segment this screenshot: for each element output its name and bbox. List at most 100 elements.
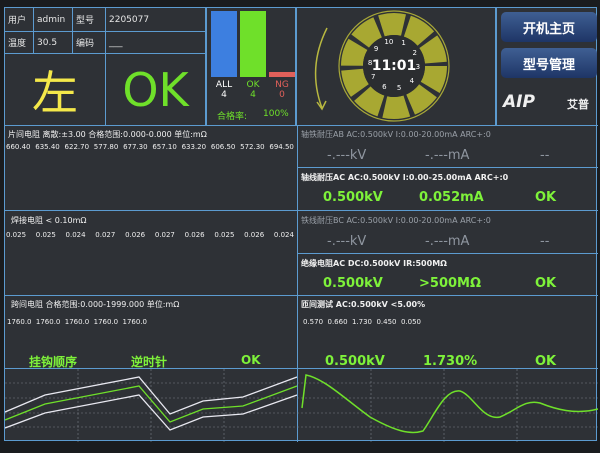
bemf-waveform [5, 385, 298, 423]
turn-test-waveform [301, 374, 598, 434]
hook-order-result: OK [241, 353, 261, 367]
insulation-kv: 0.500kV [323, 276, 383, 291]
hipot-ac-result: OK [535, 190, 557, 205]
value: 0.024 [65, 231, 86, 239]
value: 1760.0 [93, 318, 119, 326]
hipot-ab-kv: -.---kV [327, 148, 367, 163]
model-management-button[interactable]: 型号管理 [501, 48, 597, 78]
dial-number: 10 [384, 37, 394, 46]
counterclockwise-arrow-icon [314, 27, 328, 109]
ng-bar [269, 72, 295, 77]
value: 577.80 [93, 143, 119, 151]
hipot-ac-ma: 0.052mA [419, 190, 484, 205]
value: 606.50 [210, 143, 236, 151]
dial-number: 5 [396, 84, 402, 93]
span-resistance-header: 跨间电阻 合格范围:0.000-1999.000 单位:mΩ [11, 300, 180, 309]
value: 694.50 [269, 143, 294, 151]
turn-test-percent: 1.730% [423, 354, 478, 369]
hipot-ab-ma: -.---mA [425, 148, 470, 163]
code-value: ___ [109, 37, 123, 48]
value: 633.20 [181, 143, 207, 151]
hipot-ac-header: 轴线耐压AC AC:0.500kV I:0.00-25.00mA ARC+:0 [301, 173, 509, 182]
hook-order-label: 挂钩顺序 [29, 355, 78, 369]
hook-dial [314, 10, 450, 122]
weld-resistance-header: 焊接电阻 < 0.10mΩ [11, 216, 87, 225]
user-value: admin [37, 14, 66, 25]
dial-number: 4 [409, 76, 415, 85]
value: 677.30 [123, 143, 148, 151]
value: 0.026 [184, 231, 205, 239]
dial-number: 2 [412, 48, 417, 57]
aip-logo-cn: 艾普 [567, 98, 589, 111]
bemf-lower-limit [5, 394, 298, 431]
all-bar [211, 11, 237, 77]
turn-test-kv: 0.500kV [325, 354, 385, 369]
value: 572.30 [240, 143, 265, 151]
span-resistance-values: 1760.0 1760.0 1760.0 1760.0 1760.0 [7, 318, 147, 326]
value: 0.027 [95, 231, 116, 239]
hipot-ab-header: 轴铁耐压AB AC:0.500kV I:0.00-20.00mA ARC+:0 [301, 130, 491, 139]
temp-value: 30.5 [37, 37, 58, 48]
value: 0.660 [327, 318, 348, 326]
value: 0.024 [273, 231, 294, 239]
ng-count: 0 [279, 90, 285, 100]
value: 1760.0 [35, 318, 61, 326]
insulation-ir: >500MΩ [419, 276, 482, 291]
value: 0.050 [400, 318, 421, 326]
ok-bar [240, 11, 266, 77]
overall-result: OK [122, 62, 189, 117]
turn-test-values: 0.570 0.660 1.730 0.450 0.050 [303, 318, 421, 326]
value: 0.027 [154, 231, 175, 239]
piece-resistance-values: 660.40 635.40 622.70 577.80 677.30 657.10 633.… [6, 143, 294, 151]
temp-label: 温度 [8, 39, 27, 49]
dial-number: 3 [415, 63, 421, 72]
value: 660.40 [6, 143, 31, 151]
dial-number: 6 [382, 82, 387, 91]
clock-time: 11:01 [371, 58, 417, 74]
value: 0.025 [35, 231, 56, 239]
hipot-bc-result: -- [540, 234, 550, 249]
dial-segments [341, 13, 447, 119]
value: 0.025 [6, 231, 27, 239]
value: 1760.0 [7, 318, 32, 326]
value: 1.730 [351, 318, 373, 326]
dial-number: 7 [371, 73, 376, 82]
value: 1760.0 [64, 318, 90, 326]
value: 0.450 [376, 318, 397, 326]
user-label: 用户 [8, 16, 27, 26]
hipot-bc-ma: -.---mA [425, 234, 470, 249]
value: 1760.0 [122, 318, 148, 326]
value: 0.025 [214, 231, 235, 239]
value: 0.570 [303, 318, 324, 326]
dial-number: 8 [367, 58, 373, 67]
waveform-area [5, 369, 598, 442]
dial-numbers: 1 2 3 4 5 6 7 8 9 10 [297, 8, 495, 125]
tester-screen: 用户 admin 型号 2205077 温度 30.5 编码 ___ 左 OK … [4, 7, 598, 442]
value: 0.026 [125, 231, 146, 239]
all-count: 4 [221, 90, 227, 100]
insulation-header: 绝缘电阻AC DC:0.500kV IR:500MΩ [301, 259, 447, 268]
value: 635.40 [35, 143, 60, 151]
bemf-upper-limit [5, 376, 298, 415]
model-label: 型号 [76, 16, 95, 26]
weld-resistance-values: 0.025 0.025 0.024 0.027 0.026 0.027 0.026 0.025… [6, 231, 294, 239]
dial-number: 1 [401, 39, 406, 48]
hipot-ab-result: -- [540, 148, 550, 163]
hipot-ac-kv: 0.500kV [323, 190, 383, 205]
ng-label: NG [275, 80, 289, 90]
piece-resistance-header: 片间电阻 离散:±3.00 合格范围:0.000-0.000 单位:mΩ [8, 130, 207, 139]
aip-logo: AIP [503, 92, 535, 112]
dial-number: 9 [373, 45, 379, 54]
ok-count: 4 [250, 90, 256, 100]
code-label: 编码 [76, 39, 95, 49]
hipot-bc-kv: -.---kV [327, 234, 367, 249]
value: 0.026 [244, 231, 265, 239]
value: 622.70 [64, 143, 90, 151]
turn-test-header: 匝间测试 AC:0.500kV <5.00% [301, 300, 426, 309]
pass-rate-label: 合格率: [217, 112, 248, 122]
side-indicator: 左 [32, 65, 78, 120]
hipot-bc-header: 铁线耐压BC AC:0.500kV I:0.00-20.00mA ARC+:0 [301, 216, 491, 225]
insulation-result: OK [535, 276, 557, 291]
all-label: ALL [215, 80, 233, 90]
home-button[interactable]: 开机主页 [501, 12, 597, 42]
